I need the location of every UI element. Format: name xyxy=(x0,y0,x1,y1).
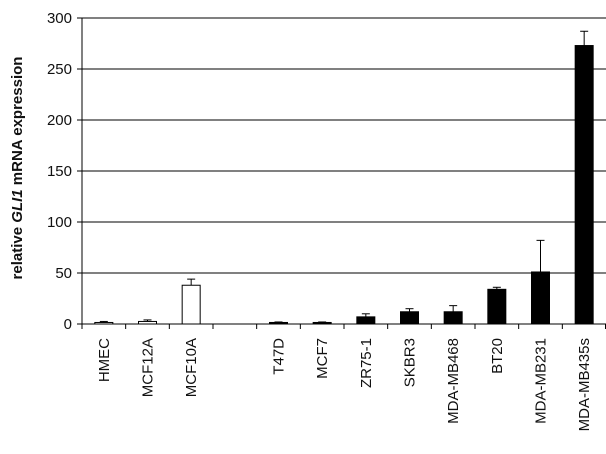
bar-mda-mb468 xyxy=(443,311,463,325)
bar-mda-mb435s xyxy=(574,45,594,325)
gridlines xyxy=(82,17,606,274)
y-tick-label-100: 100 xyxy=(47,214,72,231)
bar-mda-mb231 xyxy=(531,271,550,325)
x-tick-label-mda-mb231: MDA-MB231 xyxy=(533,338,550,424)
y-tick-label-50: 50 xyxy=(55,265,72,282)
x-tick-label-mda-mb468: MDA-MB468 xyxy=(445,338,462,424)
y-axis-title-part: GLI1 xyxy=(9,189,26,222)
y-axis-title-part: relative xyxy=(9,223,26,280)
y-tick-label-300: 300 xyxy=(47,10,72,27)
y-tick-label-0: 0 xyxy=(64,316,72,333)
bars xyxy=(94,30,594,325)
bar-bt20 xyxy=(487,288,507,325)
y-axis-title: relative GLI1 mRNA expression xyxy=(9,57,26,280)
bar-skbr3 xyxy=(400,311,419,325)
x-tick-label-mcf10a: MCF10A xyxy=(183,338,200,397)
y-tick-label-200: 200 xyxy=(47,112,72,129)
x-tick-label-mcf12a: MCF12A xyxy=(140,338,157,397)
x-axis: HMEC MCF12A MCF10A T47D MCF7 ZR75-1 SKBR3 MDA-M… xyxy=(81,323,606,431)
x-tick-label-mda-mb435s: MDA-MB435s xyxy=(576,338,593,431)
x-tick-label-skbr3: SKBR3 xyxy=(402,338,419,387)
bar-zr75-1 xyxy=(356,316,376,325)
x-tick-label-hmec: HMEC xyxy=(96,338,113,382)
y-tick-label-250: 250 xyxy=(47,61,72,78)
bar-mcf10a xyxy=(181,284,201,325)
y-axis-title-part: mRNA expression xyxy=(9,57,26,190)
y-tick-label-150: 150 xyxy=(47,163,72,180)
x-tick-label-zr75-1: ZR75-1 xyxy=(358,338,375,388)
x-tick-label-bt20: BT20 xyxy=(489,338,506,374)
x-tick-label-t47d: T47D xyxy=(271,338,288,375)
x-tick-label-mcf7: MCF7 xyxy=(314,338,331,379)
y-axis: 0 50 100 150 200 250 300 xyxy=(47,10,83,333)
